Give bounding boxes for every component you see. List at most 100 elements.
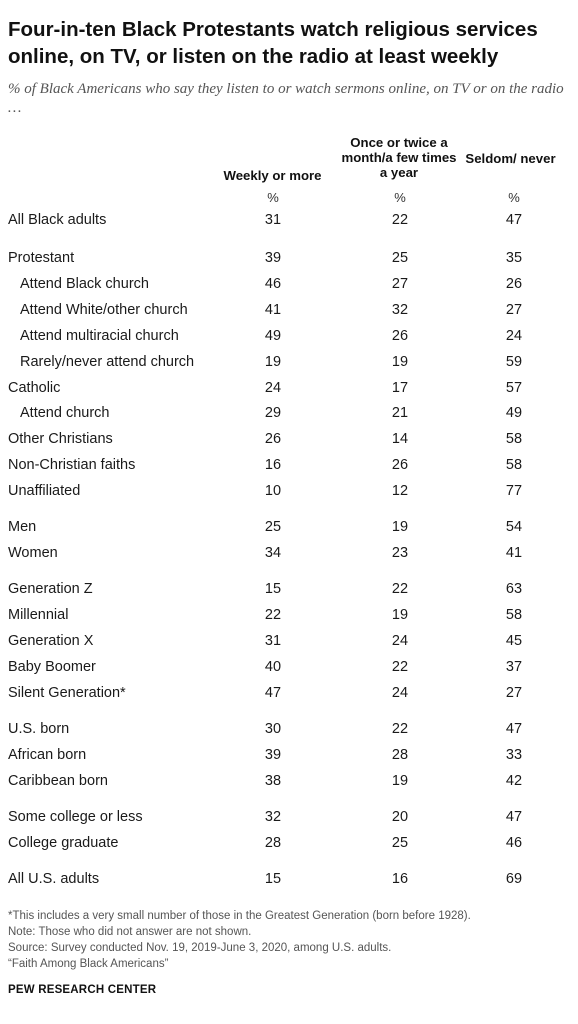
cell-value: 28 bbox=[391, 747, 409, 763]
cell-value: 24 bbox=[505, 328, 523, 344]
table-row: Generation X 31 24 45 bbox=[0, 633, 578, 653]
cell-value: 69 bbox=[505, 871, 523, 887]
cell-value: 19 bbox=[391, 773, 409, 789]
cell-value: 49 bbox=[505, 405, 523, 421]
brand-logo-text: PEW RESEARCH CENTER bbox=[8, 984, 157, 996]
cell-value: 63 bbox=[505, 581, 523, 597]
column-header-seldom: Seldom/ never bbox=[465, 151, 556, 166]
cell-value: 16 bbox=[264, 457, 282, 473]
cell-value: 16 bbox=[391, 871, 409, 887]
cell-value: 14 bbox=[391, 431, 409, 447]
cell-value: 32 bbox=[264, 809, 282, 825]
cell-value: 47 bbox=[505, 212, 523, 228]
cell-value: 47 bbox=[505, 721, 523, 737]
footnote-source: Source: Survey conducted Nov. 19, 2019-J… bbox=[8, 942, 392, 954]
cell-value: 47 bbox=[264, 685, 282, 701]
cell-value: 19 bbox=[391, 607, 409, 623]
cell-value: 21 bbox=[391, 405, 409, 421]
cell-value: 27 bbox=[505, 685, 523, 701]
cell-value: 27 bbox=[391, 276, 409, 292]
table-row: College graduate 28 25 46 bbox=[0, 835, 578, 855]
cell-value: 25 bbox=[264, 519, 282, 535]
cell-value: 24 bbox=[264, 380, 282, 396]
cell-value: 12 bbox=[391, 483, 409, 499]
cell-value: 22 bbox=[391, 212, 409, 228]
cell-value: 26 bbox=[391, 328, 409, 344]
row-label: Generation X bbox=[8, 633, 94, 649]
cell-value: 38 bbox=[264, 773, 282, 789]
row-label: Other Christians bbox=[8, 431, 113, 447]
cell-value: 24 bbox=[391, 633, 409, 649]
table-row: All U.S. adults 15 16 69 bbox=[0, 871, 578, 891]
table-row: Caribbean born 38 19 42 bbox=[0, 773, 578, 793]
row-label: African born bbox=[8, 747, 87, 763]
table-row: Baby Boomer 40 22 37 bbox=[0, 659, 578, 679]
cell-value: 22 bbox=[391, 581, 409, 597]
row-label: Women bbox=[8, 545, 58, 561]
cell-value: 22 bbox=[391, 659, 409, 675]
row-label: Attend Black church bbox=[20, 276, 149, 292]
cell-value: 39 bbox=[264, 747, 282, 763]
column-unit-monthly: % bbox=[394, 190, 406, 205]
table-row: Unaffiliated 10 12 77 bbox=[0, 483, 578, 503]
cell-value: 49 bbox=[264, 328, 282, 344]
table-row: Some college or less 32 20 47 bbox=[0, 809, 578, 829]
cell-value: 31 bbox=[264, 633, 282, 649]
row-label: All U.S. adults bbox=[8, 871, 100, 887]
row-label: Caribbean born bbox=[8, 773, 108, 789]
table-row: Women 34 23 41 bbox=[0, 545, 578, 565]
footnote-asterisk: *This includes a very small number of th… bbox=[8, 910, 471, 922]
footnote-report: “Faith Among Black Americans” bbox=[8, 958, 169, 970]
row-label: Attend White/other church bbox=[20, 302, 188, 318]
cell-value: 41 bbox=[264, 302, 282, 318]
cell-value: 17 bbox=[391, 380, 409, 396]
cell-value: 54 bbox=[505, 519, 523, 535]
cell-value: 46 bbox=[264, 276, 282, 292]
table-row: Attend Black church 46 27 26 bbox=[0, 276, 578, 296]
row-label: Generation Z bbox=[8, 581, 93, 597]
row-label: College graduate bbox=[8, 835, 119, 851]
cell-value: 24 bbox=[391, 685, 409, 701]
cell-value: 19 bbox=[391, 519, 409, 535]
cell-value: 25 bbox=[391, 250, 409, 266]
column-unit-seldom: % bbox=[508, 190, 520, 205]
cell-value: 15 bbox=[264, 871, 282, 887]
cell-value: 29 bbox=[264, 405, 282, 421]
cell-value: 26 bbox=[264, 431, 282, 447]
row-label: Unaffiliated bbox=[8, 483, 81, 499]
cell-value: 28 bbox=[264, 835, 282, 851]
cell-value: 22 bbox=[264, 607, 282, 623]
cell-value: 30 bbox=[264, 721, 282, 737]
chart-title: Four-in-ten Black Protestants watch reli… bbox=[8, 18, 538, 68]
table-row: Attend church 29 21 49 bbox=[0, 405, 578, 425]
row-label: Non-Christian faiths bbox=[8, 457, 136, 473]
cell-value: 58 bbox=[505, 431, 523, 447]
cell-value: 35 bbox=[505, 250, 523, 266]
column-header-monthly: Once or twice a month/a few times a year bbox=[341, 135, 457, 180]
table-row: Attend White/other church 41 32 27 bbox=[0, 302, 578, 322]
footnotes: *This includes a very small number of th… bbox=[8, 908, 573, 972]
cell-value: 45 bbox=[505, 633, 523, 649]
cell-value: 23 bbox=[391, 545, 409, 561]
table-row: Other Christians 26 14 58 bbox=[0, 431, 578, 451]
row-label: All Black adults bbox=[8, 212, 107, 228]
cell-value: 26 bbox=[391, 457, 409, 473]
cell-value: 46 bbox=[505, 835, 523, 851]
table-row: African born 39 28 33 bbox=[0, 747, 578, 767]
row-label: Catholic bbox=[8, 380, 61, 396]
cell-value: 57 bbox=[505, 380, 523, 396]
row-label: U.S. born bbox=[8, 721, 70, 737]
table-row: Rarely/never attend church 19 19 59 bbox=[0, 354, 578, 374]
cell-value: 40 bbox=[264, 659, 282, 675]
chart-subtitle: % of Black Americans who say they listen… bbox=[8, 81, 564, 116]
row-label: Silent Generation* bbox=[8, 685, 126, 701]
row-label: Men bbox=[8, 519, 37, 535]
cell-value: 33 bbox=[505, 747, 523, 763]
cell-value: 26 bbox=[505, 276, 523, 292]
table-row: Non-Christian faiths 16 26 58 bbox=[0, 457, 578, 477]
cell-value: 32 bbox=[391, 302, 409, 318]
table-row: Millennial 22 19 58 bbox=[0, 607, 578, 627]
cell-value: 59 bbox=[505, 354, 523, 370]
table-row: Men 25 19 54 bbox=[0, 519, 578, 539]
